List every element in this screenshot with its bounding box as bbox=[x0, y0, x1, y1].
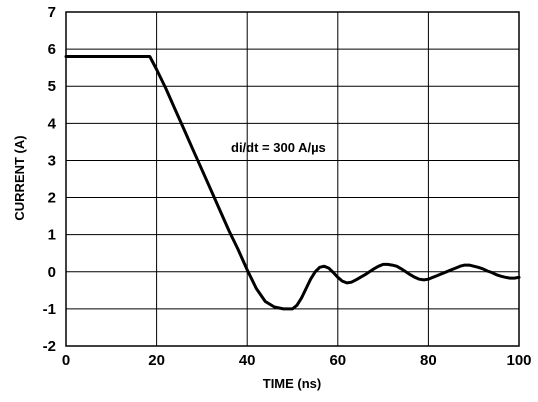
x-tick-label: 40 bbox=[239, 352, 256, 369]
y-tick-label: 7 bbox=[48, 4, 56, 21]
x-tick-label: 0 bbox=[62, 352, 70, 369]
y-tick-labels: 7 6 5 4 3 2 1 0 -1 -2 bbox=[43, 4, 57, 355]
chart-annotation: di/dt = 300 A/µs bbox=[231, 140, 326, 155]
x-axis-label: TIME (ns) bbox=[263, 376, 322, 391]
plot-frame bbox=[65, 11, 520, 347]
y-tick-label: 6 bbox=[48, 41, 56, 58]
y-tick-label: 4 bbox=[48, 115, 57, 132]
x-tick-label: 80 bbox=[420, 352, 437, 369]
x-tick-label: 100 bbox=[506, 352, 531, 369]
x-tick-labels: 0 20 40 60 80 100 bbox=[62, 352, 532, 369]
series-line bbox=[64, 55, 521, 311]
x-tick-label: 60 bbox=[329, 352, 346, 369]
y-tick-label: 0 bbox=[48, 264, 56, 281]
data-series bbox=[64, 55, 521, 311]
y-tick-label: 2 bbox=[48, 190, 56, 207]
grid-lines bbox=[65, 11, 520, 347]
y-tick-label: 1 bbox=[48, 227, 56, 244]
y-tick-label: 3 bbox=[48, 152, 56, 169]
x-tick-label: 20 bbox=[148, 352, 165, 369]
y-axis-label: CURRENT (A) bbox=[12, 135, 27, 220]
y-tick-label: -1 bbox=[43, 301, 56, 318]
y-tick-label: 5 bbox=[48, 78, 56, 95]
y-tick-label: -2 bbox=[43, 338, 56, 355]
